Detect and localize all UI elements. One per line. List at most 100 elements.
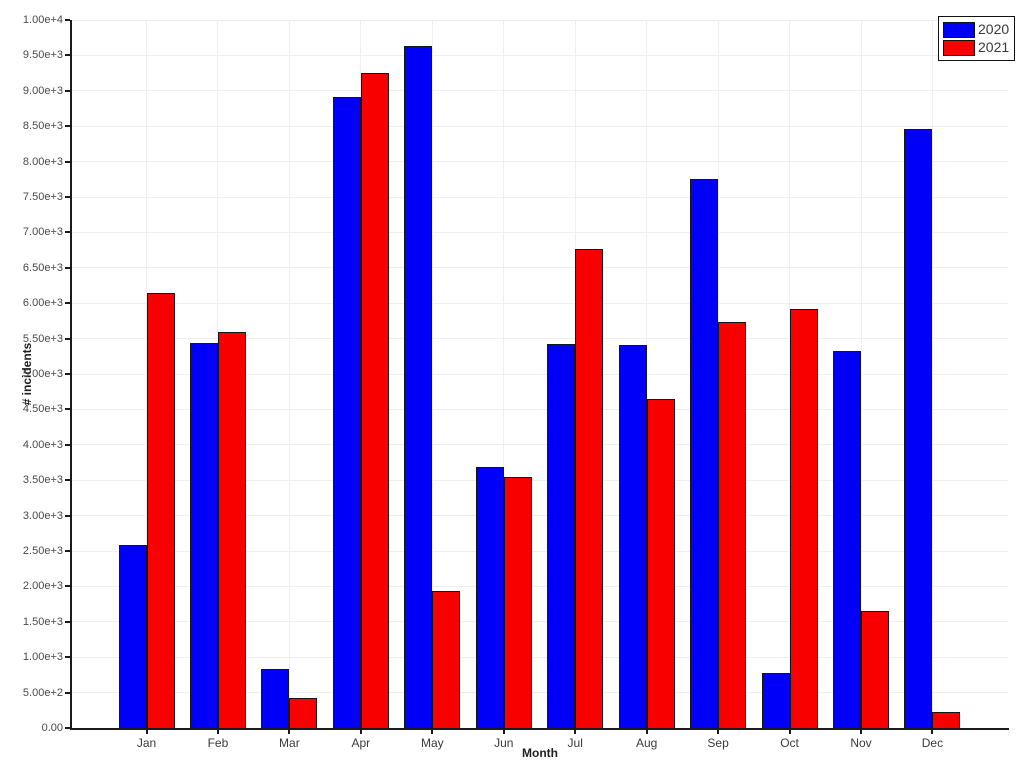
bar-2021-Apr (360, 73, 389, 728)
y-tick-mark (65, 19, 70, 21)
y-tick-label: 7.50e+3 (22, 191, 63, 203)
horizontal-gridline (72, 161, 1008, 163)
legend-label-2020: 2020 (978, 21, 1010, 37)
y-tick-mark (65, 585, 70, 588)
y-tick-label: 0.00 (41, 722, 63, 734)
x-tick-mark (788, 730, 791, 734)
y-tick-label: 3.00e+3 (22, 509, 63, 522)
x-tick-label: Feb (207, 736, 229, 750)
y-tick-mark (65, 656, 70, 659)
horizontal-gridline (72, 231, 1008, 233)
y-axis-line (70, 20, 72, 730)
bar-2020-Oct (761, 672, 790, 728)
y-tick-mark (65, 727, 70, 729)
y-tick-mark (65, 691, 70, 694)
horizontal-gridline (72, 656, 1008, 658)
x-tick-mark (216, 730, 219, 734)
y-tick-label: 5.00e+3 (22, 368, 63, 380)
y-tick-mark (65, 479, 70, 482)
x-tick-label: May (420, 736, 444, 750)
plot-area (72, 19, 1008, 728)
horizontal-gridline (72, 19, 1008, 21)
horizontal-gridline (72, 479, 1008, 481)
y-tick-mark (65, 160, 70, 163)
bar-2020-Nov (833, 350, 861, 728)
y-tick-label: 1.00e+4 (22, 14, 63, 26)
y-tick-label: 1.50e+3 (22, 615, 63, 628)
x-tick-label: Mar (279, 736, 300, 750)
bar-2021-Feb (217, 331, 246, 728)
y-tick-mark (65, 196, 70, 198)
horizontal-gridline (72, 302, 1008, 304)
bar-2020-Mar (261, 668, 290, 728)
vertical-gridline (860, 20, 862, 728)
horizontal-gridline (72, 515, 1008, 517)
x-tick-mark (645, 730, 648, 734)
y-tick-label: 2.50e+3 (22, 545, 63, 557)
bar-2020-Feb (189, 342, 218, 728)
y-tick-label: 4.50e+3 (22, 403, 63, 416)
y-tick-label: 6.00e+3 (22, 297, 63, 310)
x-tick-label: Jan (136, 736, 157, 750)
y-tick-label: 1.00e+3 (22, 651, 63, 664)
x-tick-mark (145, 730, 148, 734)
legend-item-2020: 2020 (943, 21, 1009, 38)
x-tick-mark (288, 730, 291, 734)
x-tick-label: Aug (635, 736, 658, 750)
x-tick-label: Jul (567, 736, 583, 750)
horizontal-gridline (72, 444, 1008, 446)
legend-item-2021: 2021 (943, 39, 1009, 56)
y-tick-label: 6.50e+3 (22, 261, 63, 274)
bar-2021-Jun (503, 476, 532, 728)
y-tick-label: 3.50e+3 (22, 474, 63, 487)
y-tick-mark (65, 89, 70, 92)
y-tick-mark (65, 443, 70, 446)
horizontal-gridline (72, 692, 1008, 694)
x-tick-label: Dec (921, 736, 944, 750)
x-tick-label: Apr (351, 736, 371, 750)
y-tick-label: 8.50e+3 (22, 120, 63, 133)
y-tick-label: 8.00e+3 (22, 155, 63, 168)
horizontal-gridline (72, 550, 1008, 552)
y-tick-mark (65, 337, 70, 340)
x-tick-mark (574, 730, 577, 734)
x-tick-mark (931, 730, 934, 734)
bar-2020-Jun (475, 466, 504, 728)
horizontal-gridline (72, 54, 1008, 56)
horizontal-gridline (72, 90, 1008, 92)
y-tick-mark (65, 231, 70, 234)
legend-swatch-2021 (943, 39, 975, 56)
x-tick-label: Oct (780, 736, 799, 750)
legend-label-2021: 2021 (978, 39, 1010, 55)
horizontal-gridline (72, 621, 1008, 623)
vertical-gridline (646, 20, 648, 728)
y-tick-mark (65, 550, 70, 552)
y-tick-label: 4.00e+3 (22, 438, 63, 451)
horizontal-gridline (72, 196, 1008, 198)
bar-2020-Aug (618, 344, 647, 728)
bar-2020-Jan (118, 545, 147, 728)
y-tick-label: 9.00e+3 (22, 84, 63, 97)
legend-swatch-2020 (943, 21, 975, 38)
bar-2021-Dec (932, 711, 961, 728)
bar-2021-Mar (289, 697, 318, 728)
bar-2021-Jul (575, 248, 604, 728)
bar-2021-Sep (718, 321, 747, 728)
y-tick-label: 2.00e+3 (22, 580, 63, 593)
y-tick-mark (65, 620, 70, 623)
x-tick-mark (431, 730, 434, 734)
bar-2020-May (404, 45, 433, 728)
x-tick-label: Sep (707, 736, 729, 750)
x-tick-label: Nov (850, 736, 872, 750)
bar-2020-Jul (547, 343, 576, 728)
x-axis-line (70, 728, 1009, 730)
x-tick-mark (717, 730, 720, 734)
y-tick-mark (65, 514, 70, 517)
y-tick-mark (65, 125, 70, 128)
x-axis-title: Month (522, 746, 558, 760)
y-tick-label: 5.50e+3 (22, 332, 63, 345)
x-tick-mark (502, 730, 505, 734)
horizontal-gridline (72, 338, 1008, 340)
y-tick-label: 5.00e+2 (22, 686, 63, 699)
